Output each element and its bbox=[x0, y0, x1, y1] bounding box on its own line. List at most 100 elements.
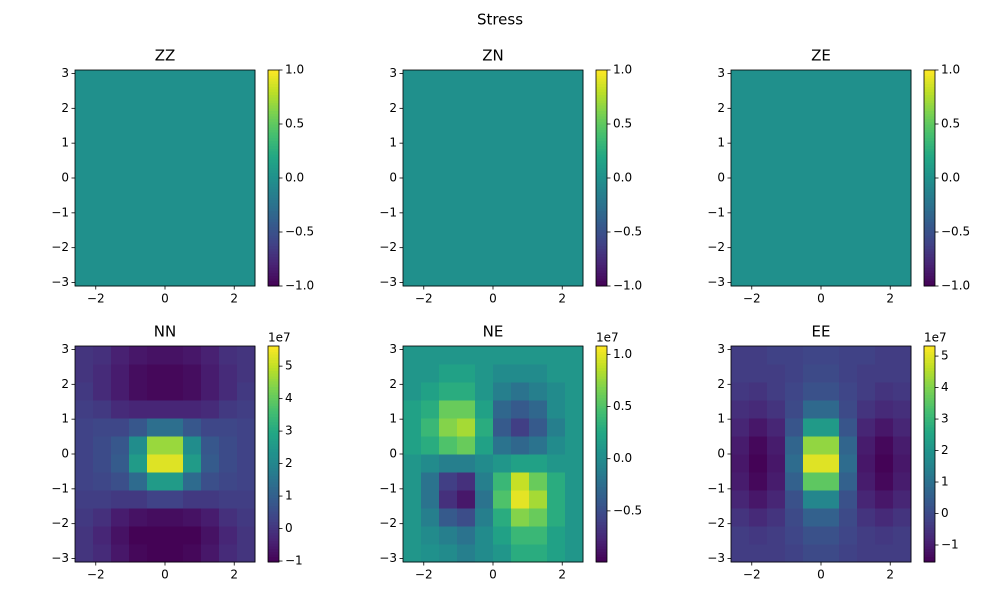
colorbar-segment bbox=[596, 275, 607, 279]
colorbar-segment bbox=[596, 378, 607, 382]
heatmap-cell bbox=[93, 508, 112, 527]
heatmap-cell bbox=[857, 364, 876, 383]
colorbar-segment bbox=[924, 202, 935, 206]
heatmap-cell bbox=[749, 381, 768, 401]
colorbar-segment bbox=[268, 169, 279, 174]
heatmap-cell bbox=[875, 526, 894, 545]
heatmap-cell bbox=[529, 526, 548, 545]
colorbar-segment bbox=[924, 427, 935, 431]
colorbar-segment bbox=[924, 516, 935, 520]
axes-title: NN bbox=[154, 323, 176, 341]
colorbar-segment bbox=[268, 242, 279, 247]
heatmap-cell bbox=[839, 435, 858, 455]
colorbar-segment bbox=[924, 75, 935, 79]
heatmap-cell bbox=[767, 400, 786, 419]
colorbar-segment bbox=[924, 435, 935, 439]
colorbar-segment bbox=[268, 259, 279, 263]
colorbar-segment bbox=[268, 427, 279, 431]
colorbar-segment bbox=[268, 491, 279, 496]
colorbar-segment bbox=[596, 167, 607, 171]
heatmap-cell bbox=[731, 508, 750, 527]
colorbar-segment bbox=[596, 191, 607, 195]
heatmap-cell bbox=[421, 526, 440, 545]
heatmap-cell bbox=[821, 346, 840, 365]
heatmap-cell bbox=[839, 526, 858, 545]
colorbar-segment bbox=[924, 94, 935, 98]
colorbar-segment bbox=[924, 83, 935, 87]
colorbar-segment bbox=[596, 240, 607, 244]
colorbar-tick-label: 0.5 bbox=[613, 399, 632, 413]
colorbar-segment bbox=[268, 229, 279, 233]
colorbar-segment bbox=[924, 226, 935, 230]
heatmap-cell bbox=[893, 381, 912, 401]
colorbar-segment bbox=[924, 448, 935, 452]
colorbar-segment bbox=[596, 113, 607, 117]
heatmap-cell bbox=[111, 381, 130, 401]
heatmap-cell bbox=[857, 472, 876, 491]
heatmap-cell bbox=[749, 508, 768, 527]
colorbar-segment bbox=[596, 283, 607, 287]
colorbar-segment bbox=[924, 502, 935, 506]
colorbar-segment bbox=[596, 164, 607, 168]
colorbar-segment bbox=[268, 97, 279, 101]
heatmap-cell bbox=[147, 489, 166, 509]
colorbar-segment bbox=[596, 381, 607, 385]
heatmap-cell bbox=[529, 381, 548, 401]
colorbar-segment bbox=[268, 161, 279, 166]
heatmap-cell bbox=[529, 472, 548, 491]
heatmap-cell bbox=[565, 346, 584, 365]
colorbar-segment bbox=[596, 183, 607, 187]
heatmap-cell bbox=[111, 346, 130, 365]
colorbar-segment bbox=[268, 518, 279, 523]
colorbar-segment bbox=[268, 199, 279, 203]
heatmap-cell bbox=[893, 454, 912, 473]
colorbar-segment bbox=[924, 378, 935, 382]
colorbar-segment bbox=[268, 405, 279, 409]
colorbar-segment bbox=[924, 105, 935, 109]
heatmap-cell bbox=[893, 400, 912, 419]
colorbar-segment bbox=[596, 248, 607, 252]
colorbar-segment bbox=[268, 134, 279, 139]
colorbar-segment bbox=[596, 432, 607, 436]
colorbar-segment bbox=[924, 132, 935, 136]
colorbar-segment bbox=[596, 364, 607, 369]
y-tick-label: −1 bbox=[707, 205, 725, 219]
colorbar-segment bbox=[596, 356, 607, 361]
colorbar-segment bbox=[596, 232, 607, 236]
colorbar-segment bbox=[596, 483, 607, 487]
colorbar-segment bbox=[268, 516, 279, 520]
colorbar-segment bbox=[924, 524, 935, 528]
heatmap-cell bbox=[75, 70, 256, 287]
colorbar-segment bbox=[268, 440, 279, 444]
colorbar-segment bbox=[596, 156, 607, 160]
heatmap-cell bbox=[219, 418, 238, 437]
heatmap-cell bbox=[493, 526, 512, 545]
heatmap-cell bbox=[875, 472, 894, 491]
colorbar-segment bbox=[924, 118, 935, 122]
colorbar-segment bbox=[268, 397, 279, 401]
heatmap-cell bbox=[93, 454, 112, 473]
colorbar-segment bbox=[924, 151, 935, 155]
heatmap-cell bbox=[565, 526, 584, 545]
heatmap-cell bbox=[749, 543, 768, 563]
y-tick-label: 2 bbox=[61, 377, 69, 391]
colorbar-offset: 1e7 bbox=[596, 331, 619, 345]
y-tick-label: −1 bbox=[707, 481, 725, 495]
heatmap-cell bbox=[767, 364, 786, 383]
colorbar-segment bbox=[924, 213, 935, 217]
heatmap-cell bbox=[785, 526, 804, 545]
heatmap-cell bbox=[421, 400, 440, 419]
colorbar-segment bbox=[924, 362, 935, 366]
colorbar-tick-label: 1 bbox=[941, 475, 949, 489]
x-tick-label: 0 bbox=[161, 568, 169, 582]
colorbar-segment bbox=[268, 210, 279, 214]
axes-title: ZZ bbox=[155, 47, 176, 65]
colorbar-segment bbox=[924, 137, 935, 141]
colorbar-segment bbox=[268, 394, 279, 398]
colorbar-segment bbox=[596, 250, 607, 255]
heatmap-cell bbox=[731, 454, 750, 473]
colorbar-segment bbox=[268, 489, 279, 493]
heatmap-cell bbox=[475, 346, 494, 365]
colorbar-segment bbox=[268, 481, 279, 485]
heatmap-cell bbox=[565, 454, 584, 473]
